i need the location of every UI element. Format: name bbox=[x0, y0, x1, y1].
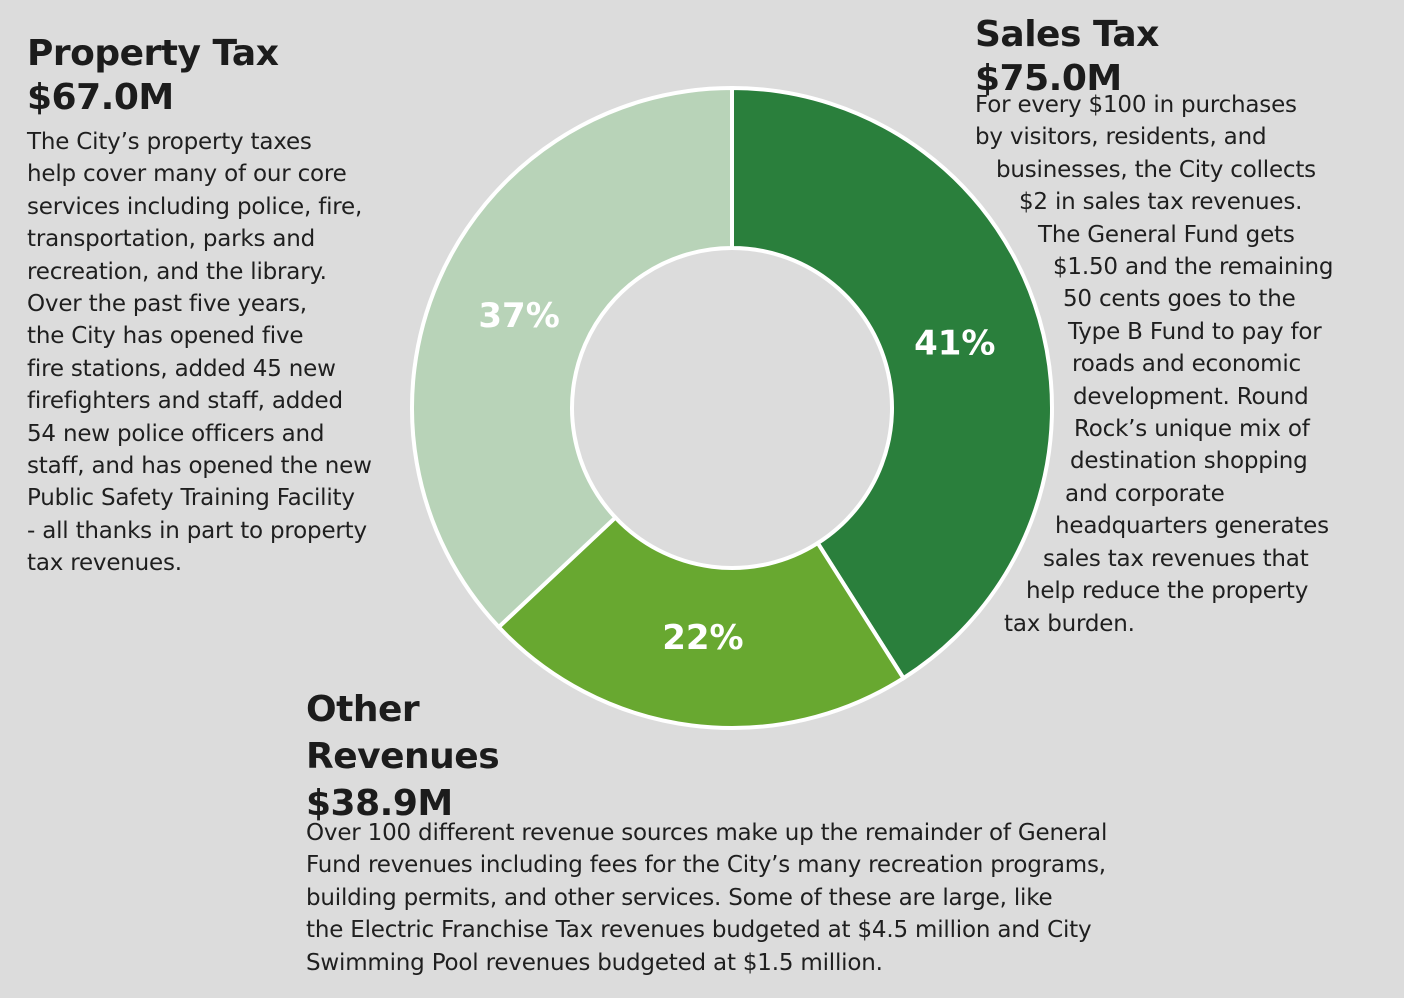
other-revenues-description: Over 100 different revenue sources make … bbox=[306, 817, 1206, 979]
donut-slice-label: 41% bbox=[914, 323, 995, 363]
donut-slice-other-revenues bbox=[495, 514, 907, 730]
description-line: destination shopping bbox=[1070, 448, 1308, 475]
description-line: the City has opened five bbox=[27, 323, 304, 350]
other-revenues-title-line1: Other bbox=[306, 689, 420, 730]
donut-slice-label: 37% bbox=[478, 296, 559, 336]
property-tax-amount: $67.0M bbox=[27, 77, 174, 118]
description-line: Over 100 different revenue sources make … bbox=[306, 820, 1108, 846]
property-tax-description: The City’s property taxes help cover many… bbox=[27, 126, 407, 580]
description-line: $2 in sales tax revenues. bbox=[1019, 189, 1303, 216]
description-line: - all thanks in part to property bbox=[27, 517, 367, 544]
description-line: businesses, the City collects bbox=[996, 156, 1316, 183]
other-revenues-title-line2: Revenues bbox=[306, 736, 500, 777]
description-line: development. Round bbox=[1073, 383, 1309, 410]
sales-tax-description: For every $100 in purchases by visitors, … bbox=[975, 89, 1395, 640]
description-line: tax revenues. bbox=[27, 550, 182, 577]
description-line: the Electric Franchise Tax revenues budg… bbox=[306, 917, 1092, 944]
description-line: services including police, fire, bbox=[27, 193, 363, 220]
donut-slice-property-tax bbox=[410, 85, 734, 630]
description-line: help reduce the property bbox=[1026, 578, 1309, 605]
description-line: roads and economic bbox=[1072, 351, 1301, 378]
other-revenues-block: Other Revenues $38.9M Over 100 different… bbox=[306, 686, 1206, 979]
property-tax-title: Property Tax bbox=[27, 33, 279, 74]
description-line: staff, and has opened the new bbox=[27, 453, 372, 480]
property-tax-block: Property Tax $67.0M The City’s property … bbox=[27, 32, 407, 580]
donut-slice-label: 22% bbox=[662, 618, 743, 658]
description-line: help cover many of our core bbox=[27, 161, 347, 188]
description-line: recreation, and the library. bbox=[27, 258, 327, 285]
description-line: headquarters generates bbox=[1055, 513, 1329, 540]
description-line: The General Fund gets bbox=[1038, 221, 1295, 248]
donut-slice-sales-tax bbox=[730, 85, 1054, 681]
description-line: Rock’s unique mix of bbox=[1074, 416, 1310, 443]
description-line: by visitors, residents, and bbox=[975, 124, 1267, 151]
sales-tax-block: Sales Tax $75.0M For every $100 in purch… bbox=[975, 13, 1395, 640]
description-line: Over the past five years, bbox=[27, 291, 307, 318]
other-revenues-amount: $38.9M bbox=[306, 783, 453, 824]
description-line: 50 cents goes to the bbox=[1063, 286, 1296, 313]
description-line: The City’s property taxes bbox=[27, 129, 312, 155]
description-line: Type B Fund to pay for bbox=[1068, 318, 1322, 345]
description-line: $1.50 and the remaining bbox=[1053, 254, 1334, 281]
description-line: For every $100 in purchases bbox=[975, 92, 1297, 118]
sales-tax-title: Sales Tax bbox=[975, 14, 1159, 55]
description-line: Swimming Pool revenues budgeted at $1.5 … bbox=[306, 949, 883, 976]
description-line: transportation, parks and bbox=[27, 226, 316, 253]
description-line: and corporate bbox=[1065, 480, 1225, 507]
sales-tax-amount: $75.0M bbox=[975, 58, 1122, 99]
description-line: fire stations, added 45 new bbox=[27, 355, 336, 382]
description-line: Fund revenues including fees for the Cit… bbox=[306, 852, 1106, 879]
description-line: tax burden. bbox=[1004, 610, 1135, 637]
description-line: building permits, and other services. So… bbox=[306, 884, 1053, 911]
description-line: 54 new police officers and bbox=[27, 420, 325, 447]
description-line: sales tax revenues that bbox=[1043, 545, 1309, 572]
description-line: firefighters and staff, added bbox=[27, 388, 343, 415]
description-line: Public Safety Training Facility bbox=[27, 485, 355, 512]
